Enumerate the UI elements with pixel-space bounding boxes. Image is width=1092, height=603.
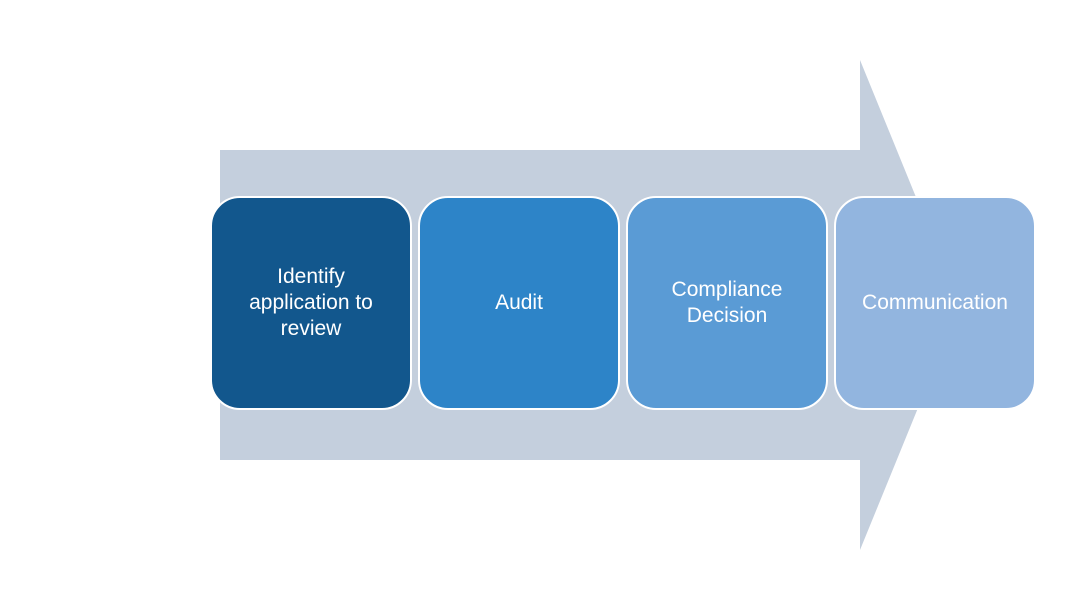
- step-label: Identify application to review: [249, 264, 373, 343]
- step-label: Compliance Decision: [672, 277, 783, 330]
- process-steps-row: Identify application to review Audit Com…: [210, 196, 1036, 410]
- step-label: Communication: [862, 290, 1008, 316]
- step-audit: Audit: [418, 196, 620, 410]
- process-arrow-diagram: Identify application to review Audit Com…: [0, 0, 1092, 603]
- step-label: Audit: [495, 290, 543, 316]
- step-communication: Communication: [834, 196, 1036, 410]
- step-compliance: Compliance Decision: [626, 196, 828, 410]
- step-identify: Identify application to review: [210, 196, 412, 410]
